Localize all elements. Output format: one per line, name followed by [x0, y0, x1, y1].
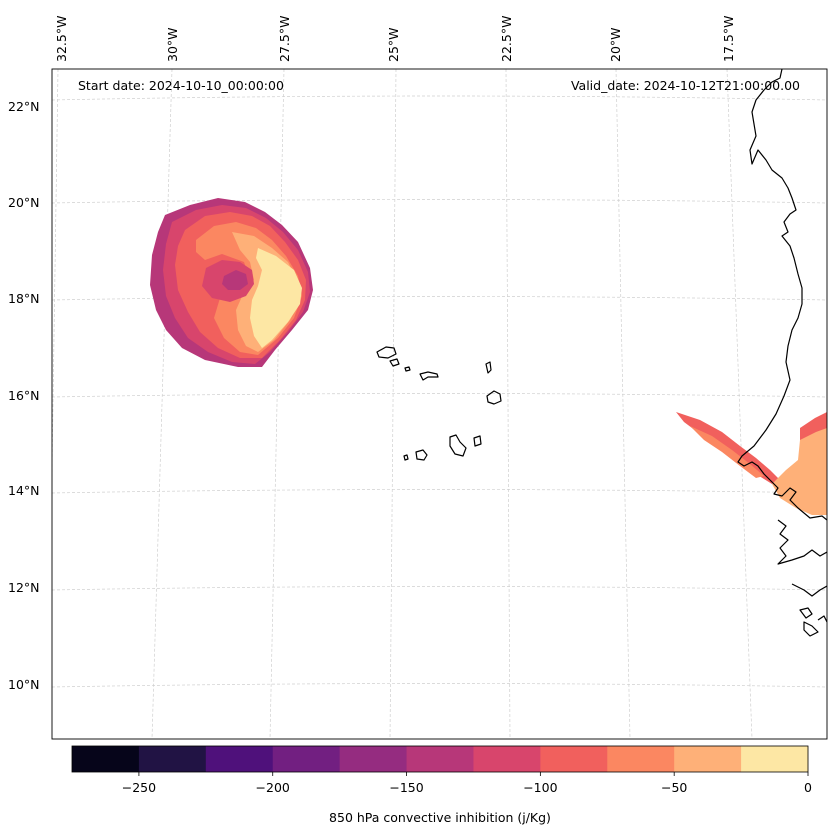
colorbar-label: 850 hPa convective inhibition (j/Kg): [329, 810, 551, 825]
colorbar-segment: [205, 746, 274, 772]
island-brava: [403, 454, 409, 461]
island-boa-vista: [486, 390, 502, 405]
lon-label-30w: 30°W: [165, 27, 180, 62]
gridlines: [52, 69, 827, 739]
colorbar-segment: [674, 746, 742, 772]
lon-label-32-5w: 32.5°W: [54, 16, 69, 62]
lat-label-12n: 12°N: [8, 580, 40, 595]
colorbar-tick-label: −150: [389, 780, 423, 795]
lat-label-20n: 20°N: [8, 195, 40, 210]
lon-label-27-5w: 27.5°W: [277, 16, 292, 62]
island-sal: [485, 361, 492, 374]
lon-label-17-5w: 17.5°W: [721, 16, 736, 62]
lon-label-22-5w: 22.5°W: [499, 16, 514, 62]
colorbar-tick-label: −100: [523, 780, 557, 795]
storm-eye-core: [222, 270, 248, 290]
valid-date-text: Valid_date: 2024-10-12T21:00:00.00: [571, 78, 800, 93]
colorbar-tick-label: −250: [122, 780, 156, 795]
lat-label-10n: 10°N: [8, 677, 40, 692]
colorbar-tick-label: −50: [661, 780, 687, 795]
lon-label-20w: 20°W: [608, 27, 623, 62]
island-santo-antao: [376, 346, 397, 359]
map-frame: [51, 68, 828, 740]
coast-gambia-guinea: [769, 479, 827, 521]
storm-cin-field: [150, 198, 313, 367]
colorbar-segment: [406, 746, 474, 772]
colorbar-segment: [607, 746, 675, 772]
island-sao-vicente: [389, 358, 400, 367]
colorbar-segment: [272, 746, 341, 772]
lon-label-25w: 25°W: [386, 27, 401, 62]
colorbar-tick-label: 0: [804, 780, 812, 795]
island-maio: [473, 435, 482, 447]
longitude-labels: 32.5°W 30°W 27.5°W 25°W 22.5°W 20°W 17.5…: [54, 16, 736, 62]
colorbar-segment: [741, 746, 809, 772]
coastal-cin-field: [676, 412, 827, 515]
west-africa-coastline: [737, 69, 827, 637]
colorbar-frame: [71, 745, 809, 773]
lat-label-14n: 14°N: [8, 483, 40, 498]
coast-guinea-bissau: [777, 519, 827, 565]
colorbar-segment: [72, 746, 140, 772]
cape-verde-islands: [376, 346, 502, 461]
coast-guinea-south: [791, 583, 827, 637]
colorbar: −250 −200 −150 −100 −50 0 850 hPa convective …: [71, 745, 812, 825]
start-date-text: Start date: 2024-10-10_00:00:00: [78, 78, 284, 93]
map-area: [52, 69, 827, 739]
island-sao-nicolau: [419, 371, 439, 381]
island-santa-luzia: [404, 366, 411, 372]
lat-label-22n: 22°N: [8, 99, 40, 114]
colorbar-ticks: −250 −200 −150 −100 −50 0: [122, 772, 812, 795]
latitude-labels: 22°N 20°N 18°N 16°N 14°N 12°N 10°N: [8, 99, 40, 692]
colorbar-segment: [540, 746, 608, 772]
colorbar-segment: [339, 746, 408, 772]
coastal-patch-25: [772, 428, 827, 515]
lat-label-18n: 18°N: [8, 291, 40, 306]
coast-mauritania-senegal: [737, 69, 803, 481]
colorbar-segment: [473, 746, 541, 772]
contour-level-0: [250, 248, 302, 348]
lat-label-16n: 16°N: [8, 388, 40, 403]
island-santiago: [449, 434, 467, 457]
island-fogo: [415, 449, 428, 461]
coastal-band-50: [690, 426, 764, 478]
colorbar-segment: [138, 746, 207, 772]
colorbar-tick-label: −200: [256, 780, 290, 795]
